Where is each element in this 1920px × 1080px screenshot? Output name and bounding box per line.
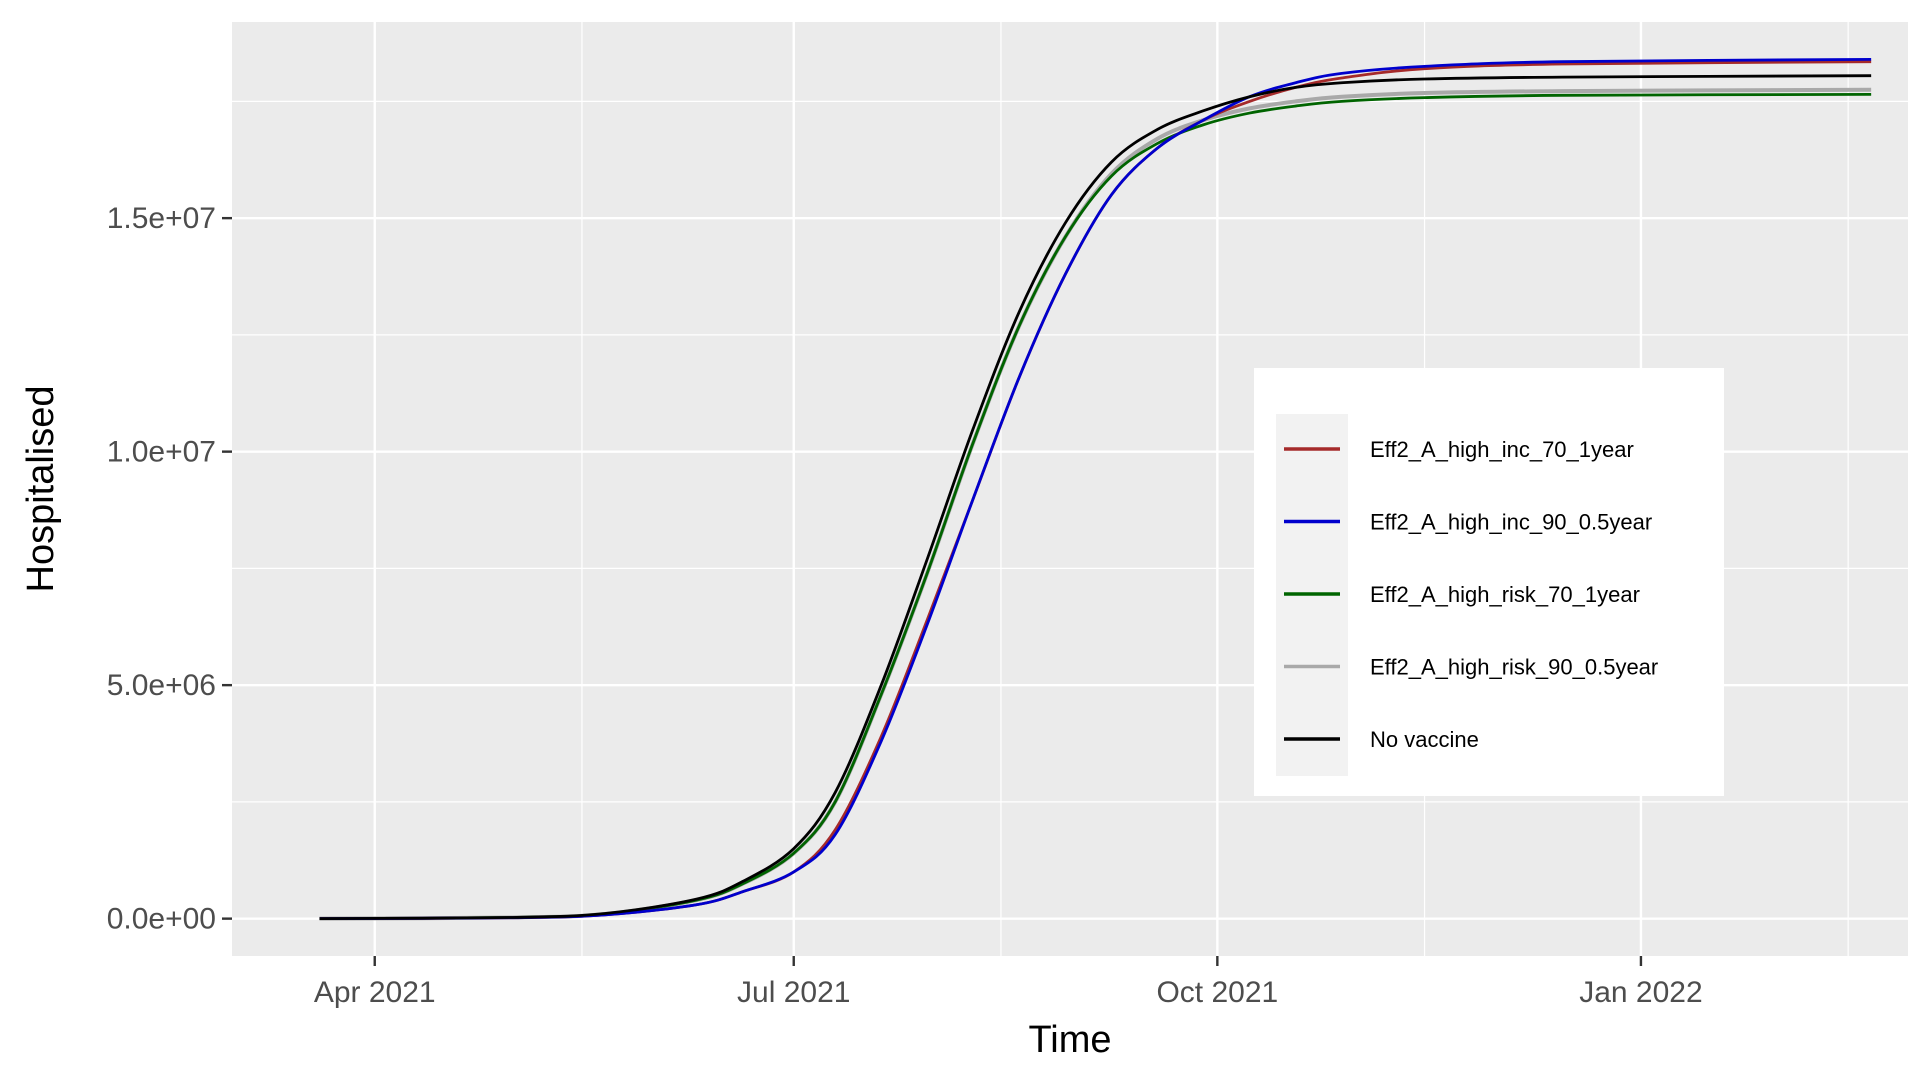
x-axis-tick-labels: Apr 2021 Jul 2021 Oct 2021 Jan 2022	[314, 976, 1703, 1009]
legend-label: No vaccine	[1370, 727, 1479, 752]
x-tick-label: Oct 2021	[1156, 976, 1278, 1009]
series-line-1	[319, 57, 1872, 921]
y-tick-label: 5.0e+06	[107, 669, 216, 702]
legend-label: Eff2_A_high_inc_90_0.5year	[1370, 510, 1652, 535]
series-line-4	[319, 74, 1872, 921]
legend-items: Eff2_A_high_inc_70_1year Eff2_A_high_inc_…	[1284, 437, 1658, 752]
series-lines	[319, 57, 1872, 921]
legend-label: Eff2_A_high_risk_90_0.5year	[1370, 655, 1658, 680]
legend-label: Eff2_A_high_risk_70_1year	[1370, 582, 1640, 607]
y-axis-tick-labels: 0.0e+00 5.0e+06 1.0e+07 1.5e+07	[107, 202, 216, 936]
x-axis-title: Time	[1028, 1019, 1111, 1061]
y-tick-label: 1.5e+07	[107, 202, 216, 235]
x-tick-label: Jan 2022	[1579, 976, 1702, 1009]
legend-label: Eff2_A_high_inc_70_1year	[1370, 437, 1634, 462]
x-tick-label: Jul 2021	[737, 976, 850, 1009]
y-tick-label: 0.0e+00	[107, 903, 216, 936]
legend: Eff2_A_high_inc_70_1year Eff2_A_high_inc_…	[1254, 368, 1724, 796]
y-tick-label: 1.0e+07	[107, 436, 216, 469]
y-axis-title: Hospitalised	[20, 386, 62, 593]
x-tick-label: Apr 2021	[314, 976, 436, 1009]
axis-ticks	[222, 216, 1643, 966]
